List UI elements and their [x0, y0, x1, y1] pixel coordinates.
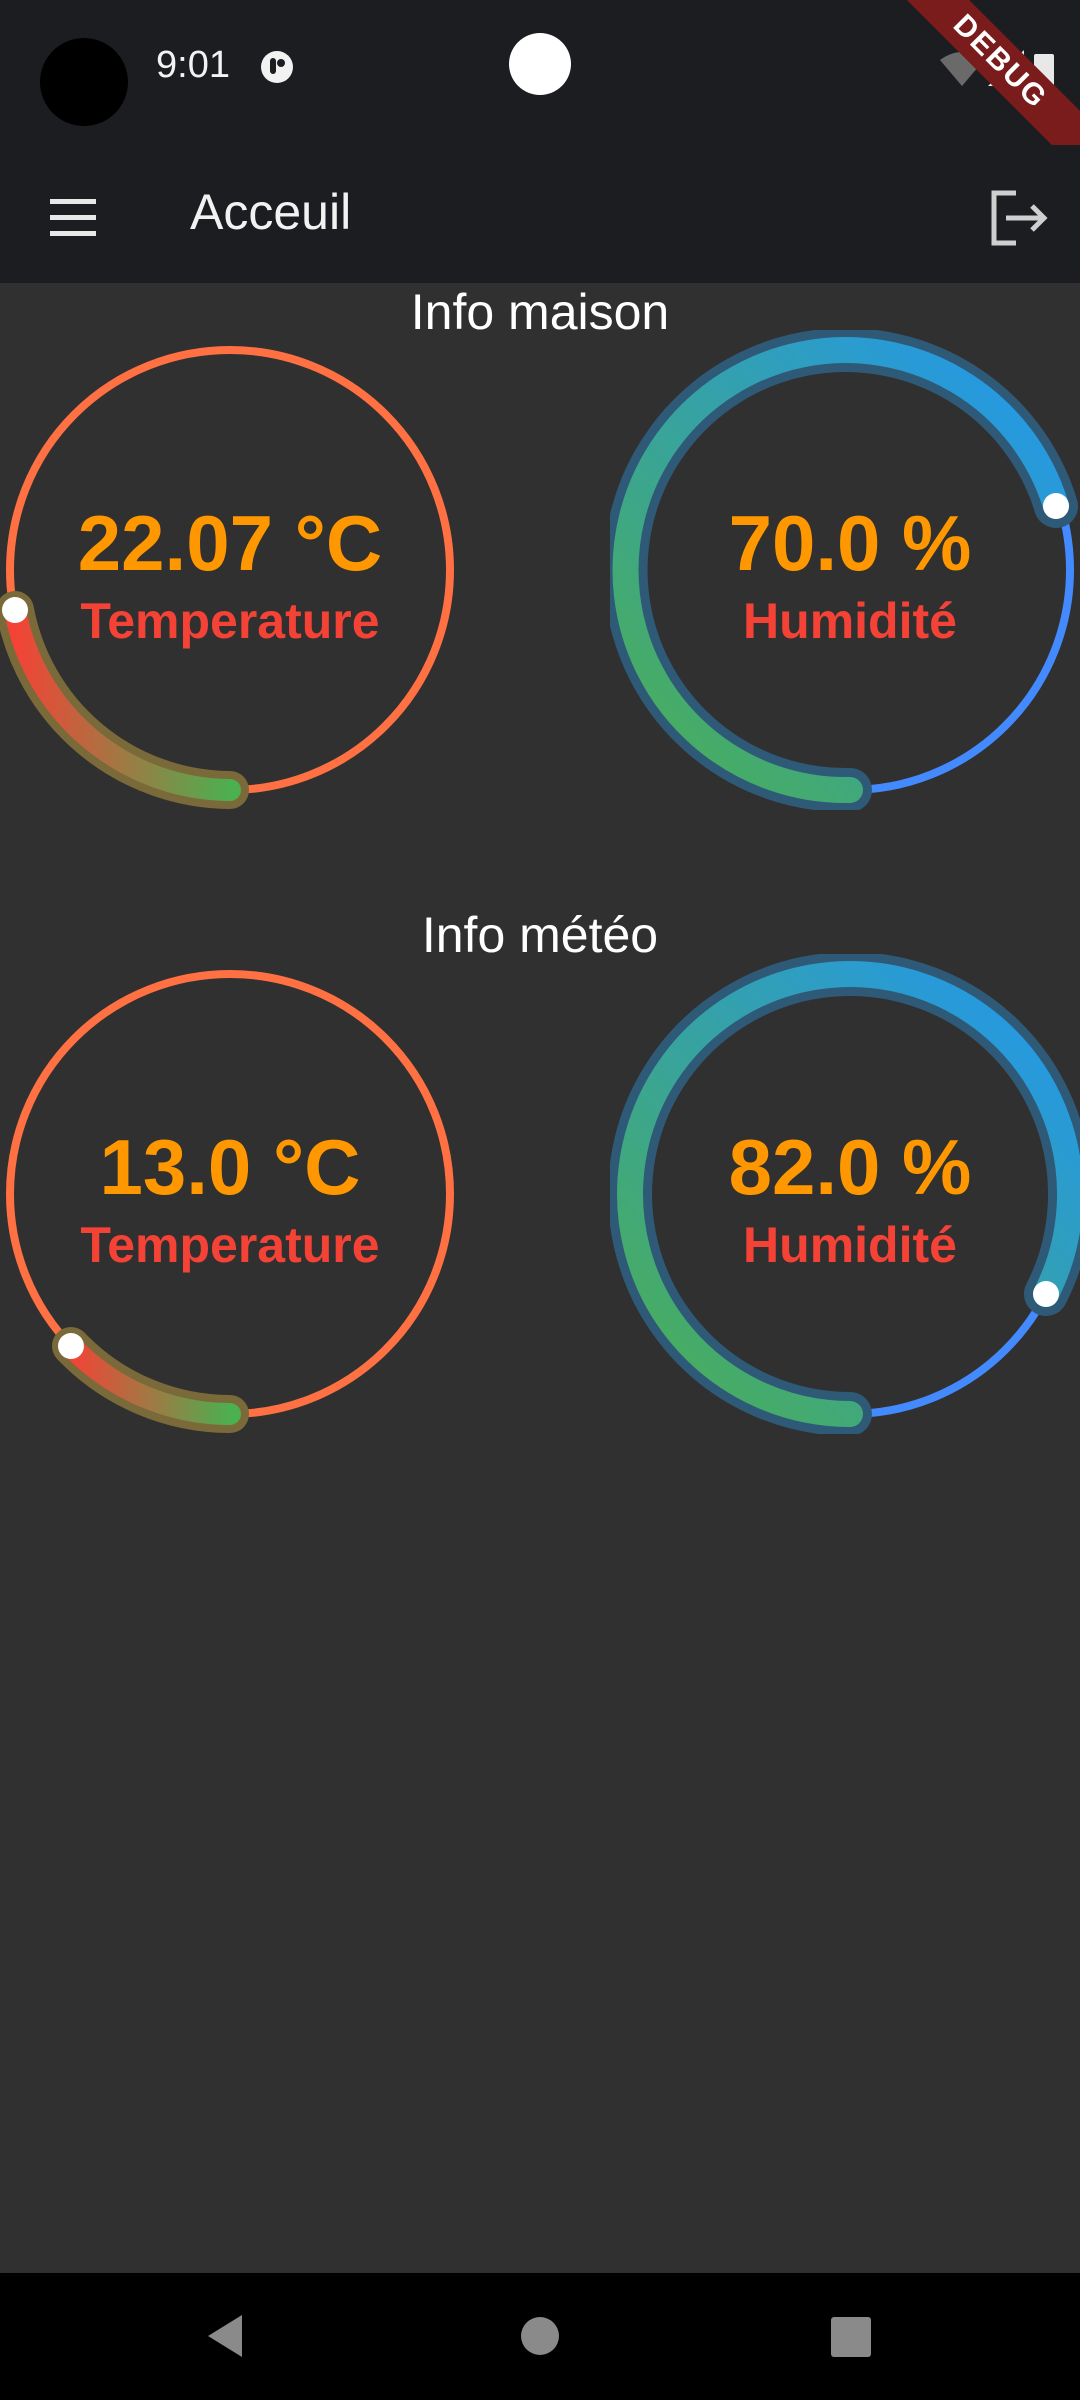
back-icon — [208, 2315, 242, 2357]
status-bar: 9:01 DEBUG — [0, 0, 1080, 184]
gauge-label: Temperature — [80, 1217, 380, 1273]
home-icon — [521, 2317, 559, 2355]
gauge-value: 82.0 % — [728, 1123, 972, 1211]
gauge-maison-humidity: 70.0 % Humidité — [610, 330, 1080, 810]
recents-icon — [831, 2317, 871, 2357]
gauge-handle — [58, 1333, 84, 1359]
gauge-meteo-humidity: 82.0 % Humidité — [610, 954, 1080, 1434]
page-title: Acceuil — [190, 184, 352, 240]
gauge-handle — [1043, 493, 1069, 519]
gauge-value: 70.0 % — [728, 499, 972, 587]
nav-back-button[interactable] — [190, 2301, 260, 2371]
nav-home-button[interactable] — [505, 2301, 575, 2371]
logout-icon — [991, 190, 1048, 246]
gauge-label: Humidité — [743, 593, 957, 649]
gauge-handle — [2, 597, 28, 623]
gauge-label: Humidité — [743, 1217, 957, 1273]
gauge-value: 13.0 °C — [99, 1123, 361, 1211]
gauge-maison-temperature: 22.07 °C Temperature — [0, 330, 470, 810]
notification-icon — [261, 51, 293, 83]
gauge-label: Temperature — [80, 593, 380, 649]
gauge-value: 22.07 °C — [77, 499, 383, 587]
gauge-meteo-temperature: 13.0 °C Temperature — [0, 954, 470, 1434]
front-camera — [509, 33, 571, 95]
logout-button[interactable] — [974, 175, 1060, 261]
gauge-ring — [610, 954, 1080, 1434]
status-time: 9:01 — [156, 44, 230, 86]
nav-recents-button[interactable] — [815, 2301, 885, 2371]
system-nav-bar — [0, 2273, 1080, 2400]
menu-button[interactable] — [30, 175, 116, 261]
app-bar: Acceuil — [0, 145, 1080, 283]
menu-icon — [50, 199, 96, 236]
gauge-ring — [0, 346, 454, 809]
gauge-ring — [6, 970, 454, 1433]
camera-cutout — [40, 38, 128, 126]
gauge-handle — [1033, 1281, 1059, 1307]
gauge-ring — [610, 330, 1078, 810]
section-title-maison: Info maison — [410, 284, 670, 340]
section-title-meteo: Info météo — [421, 907, 659, 963]
